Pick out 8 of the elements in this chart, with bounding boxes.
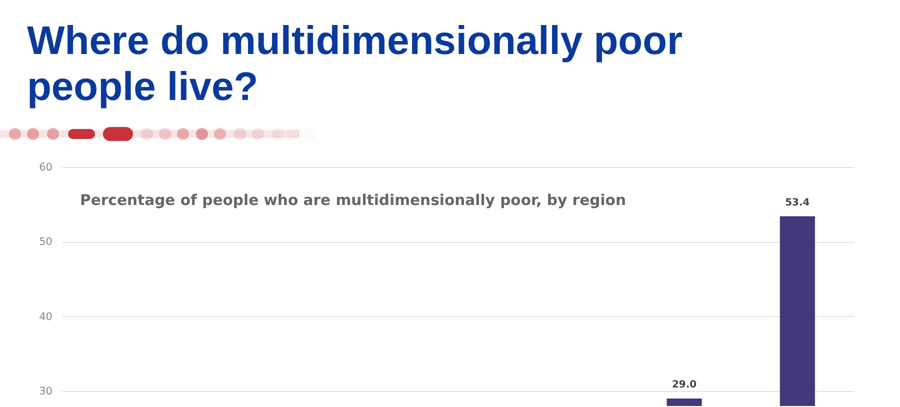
y-tick-label: 60 xyxy=(39,162,52,174)
text: Percentage of people who are multidimensionally poor, by region xyxy=(80,192,626,209)
data-label: 29.0 xyxy=(672,380,697,391)
y-tick-label: 50 xyxy=(39,236,52,248)
data-label: 53.4 xyxy=(785,197,810,208)
y-tick-label: 40 xyxy=(39,310,52,323)
chart-title: Where do multidimensionally poor people live? xyxy=(27,18,684,110)
y-tick-label: 30 xyxy=(39,386,52,398)
